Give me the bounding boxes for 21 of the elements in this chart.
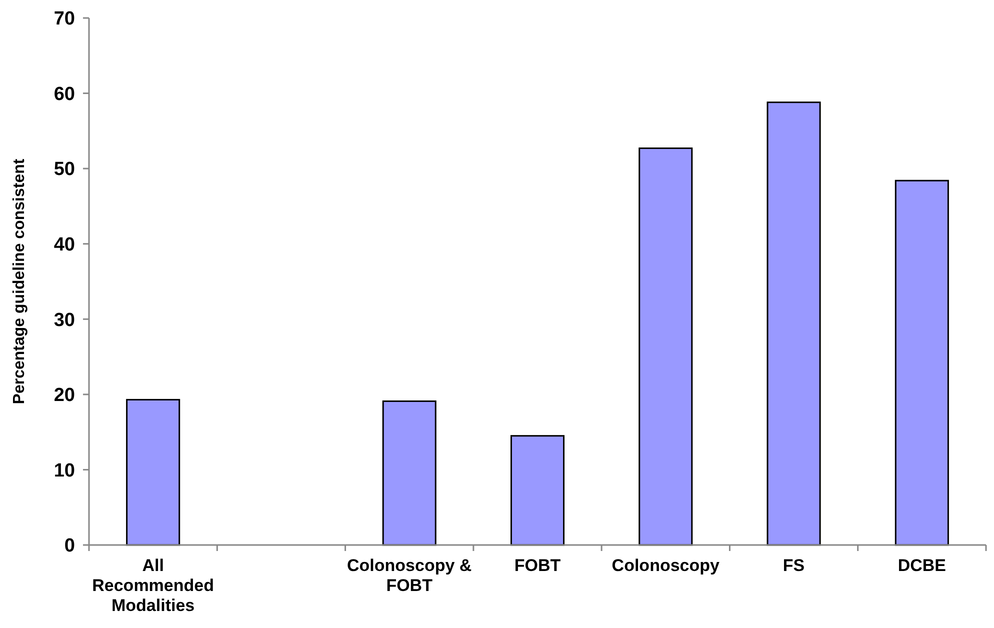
- x-tick-label: FS: [782, 556, 805, 575]
- y-tick-label: 20: [54, 385, 75, 406]
- y-tick-label: 0: [64, 536, 75, 557]
- y-tick-label: 30: [54, 310, 75, 331]
- x-tick-label: Colonoscopy: [612, 556, 720, 575]
- x-tick-label: FOBT: [514, 556, 562, 575]
- x-tick-label: All Recommended Modalities: [92, 556, 214, 615]
- x-tick-label: DCBE: [898, 556, 946, 575]
- y-tick-label: 40: [54, 234, 75, 256]
- y-tick-label: 10: [54, 460, 75, 482]
- bar: [510, 435, 565, 546]
- y-tick-label: 50: [54, 159, 75, 180]
- bar: [894, 180, 949, 546]
- y-axis-title: Percentage guideline consistent: [11, 158, 28, 404]
- x-tick-label: Colonoscopy & FOBT: [347, 556, 472, 595]
- bar: [766, 102, 821, 546]
- y-tick-label: 60: [54, 84, 75, 105]
- bar: [126, 398, 180, 546]
- y-tick-label: 70: [54, 8, 75, 30]
- bar: [638, 147, 693, 546]
- bar: [382, 400, 436, 546]
